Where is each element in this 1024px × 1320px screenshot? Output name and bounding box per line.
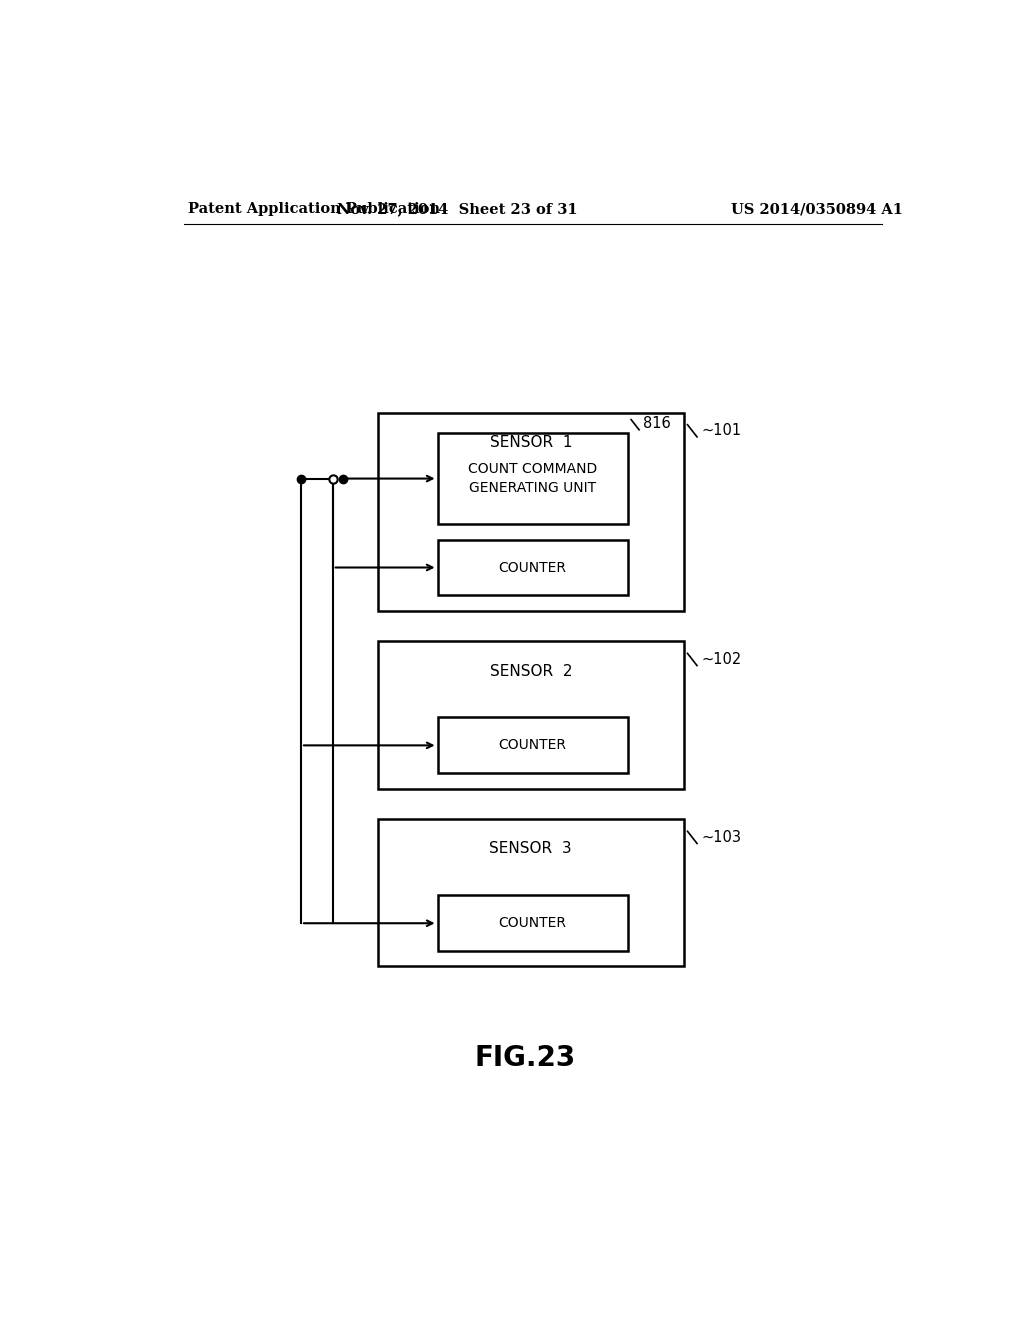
Text: SENSOR  1: SENSOR 1 [489, 434, 572, 450]
Text: COUNTER: COUNTER [499, 561, 566, 574]
Text: FIG.23: FIG.23 [474, 1044, 575, 1072]
Text: COUNTER: COUNTER [499, 916, 566, 931]
Text: SENSOR  2: SENSOR 2 [489, 664, 572, 678]
Text: ~103: ~103 [701, 830, 741, 845]
Text: COUNTER: COUNTER [499, 738, 566, 752]
Text: Nov. 27, 2014  Sheet 23 of 31: Nov. 27, 2014 Sheet 23 of 31 [337, 202, 578, 216]
Text: ~102: ~102 [701, 652, 742, 667]
Bar [378, 413, 684, 611]
Text: US 2014/0350894 A1: US 2014/0350894 A1 [731, 202, 903, 216]
Text: Patent Application Publication: Patent Application Publication [187, 202, 439, 216]
Bar [437, 895, 628, 952]
Text: 816: 816 [643, 416, 671, 432]
Bar [378, 818, 684, 966]
Text: COUNT COMMAND
GENERATING UNIT: COUNT COMMAND GENERATING UNIT [468, 462, 597, 495]
Bar [437, 540, 628, 595]
Bar [437, 433, 628, 524]
Bar [437, 718, 628, 774]
Bar [378, 642, 684, 788]
Text: SENSOR  3: SENSOR 3 [489, 841, 572, 857]
Text: ~101: ~101 [701, 424, 742, 438]
